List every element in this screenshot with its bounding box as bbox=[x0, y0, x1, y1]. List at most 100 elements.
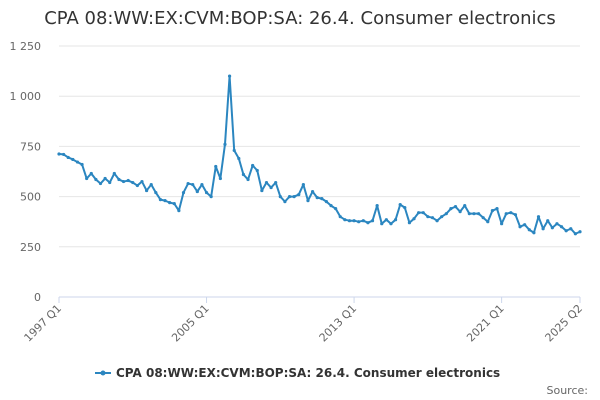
data-point[interactable] bbox=[513, 213, 518, 217]
data-point[interactable] bbox=[112, 171, 116, 176]
data-point[interactable] bbox=[472, 212, 476, 216]
data-point[interactable] bbox=[393, 218, 398, 222]
data-point[interactable] bbox=[117, 177, 121, 182]
data-point[interactable] bbox=[246, 177, 250, 182]
data-point[interactable] bbox=[504, 212, 508, 216]
data-point[interactable] bbox=[218, 176, 222, 181]
data-point[interactable] bbox=[559, 225, 564, 229]
data-point[interactable] bbox=[126, 178, 130, 183]
data-point[interactable] bbox=[204, 190, 209, 195]
data-point[interactable] bbox=[417, 211, 421, 215]
data-point[interactable] bbox=[94, 177, 98, 182]
data-point[interactable] bbox=[541, 227, 545, 231]
data-point[interactable] bbox=[527, 228, 531, 232]
data-point[interactable] bbox=[412, 217, 416, 221]
data-point[interactable] bbox=[564, 229, 568, 233]
data-point[interactable] bbox=[329, 204, 333, 208]
data-point[interactable] bbox=[370, 219, 375, 223]
data-point[interactable] bbox=[89, 171, 93, 176]
data-point[interactable] bbox=[578, 230, 582, 234]
data-point[interactable] bbox=[523, 223, 527, 227]
data-point[interactable] bbox=[509, 211, 513, 215]
data-point[interactable] bbox=[227, 74, 232, 78]
data-point[interactable] bbox=[75, 160, 80, 164]
data-point[interactable] bbox=[467, 212, 471, 216]
data-point[interactable] bbox=[186, 181, 190, 186]
data-point[interactable] bbox=[108, 180, 112, 185]
data-point[interactable] bbox=[421, 211, 425, 215]
data-point[interactable] bbox=[518, 225, 522, 229]
data-point[interactable] bbox=[297, 192, 301, 197]
data-point[interactable] bbox=[66, 155, 70, 160]
data-point[interactable] bbox=[135, 183, 139, 188]
data-point[interactable] bbox=[481, 216, 485, 220]
data-point[interactable] bbox=[449, 207, 453, 211]
data-point[interactable] bbox=[209, 195, 213, 199]
data-point[interactable] bbox=[338, 215, 342, 219]
data-point[interactable] bbox=[181, 190, 186, 195]
data-point[interactable] bbox=[435, 219, 439, 223]
data-point[interactable] bbox=[550, 226, 554, 230]
data-point[interactable] bbox=[357, 220, 361, 224]
data-point[interactable] bbox=[172, 202, 176, 206]
data-point[interactable] bbox=[403, 206, 407, 210]
data-point[interactable] bbox=[140, 179, 144, 184]
data-point[interactable] bbox=[532, 231, 536, 235]
data-point[interactable] bbox=[310, 189, 315, 194]
data-point[interactable] bbox=[334, 207, 338, 211]
data-point[interactable] bbox=[80, 162, 84, 167]
data-point[interactable] bbox=[121, 179, 126, 184]
data-point[interactable] bbox=[453, 205, 458, 209]
data-point[interactable] bbox=[500, 222, 504, 226]
data-point[interactable] bbox=[292, 195, 296, 199]
data-point[interactable] bbox=[315, 196, 319, 200]
data-point[interactable] bbox=[536, 215, 541, 219]
data-point[interactable] bbox=[154, 190, 158, 195]
legend-label[interactable]: CPA 08:WW:EX:CVM:BOP:SA: 26.4. Consumer … bbox=[116, 366, 500, 380]
data-point[interactable] bbox=[430, 216, 435, 220]
data-point[interactable] bbox=[145, 188, 149, 193]
data-point[interactable] bbox=[366, 221, 370, 225]
data-point[interactable] bbox=[57, 152, 61, 156]
data-point[interactable] bbox=[158, 198, 163, 202]
data-point[interactable] bbox=[131, 180, 135, 185]
data-point[interactable] bbox=[426, 215, 430, 219]
data-point[interactable] bbox=[274, 180, 278, 185]
data-point[interactable] bbox=[237, 156, 241, 161]
data-point[interactable] bbox=[347, 219, 352, 223]
data-point[interactable] bbox=[361, 219, 365, 223]
data-point[interactable] bbox=[278, 195, 282, 199]
data-point[interactable] bbox=[241, 172, 246, 177]
data-point[interactable] bbox=[177, 209, 181, 213]
data-point[interactable] bbox=[458, 210, 462, 214]
data-point[interactable] bbox=[440, 215, 444, 219]
data-point[interactable] bbox=[163, 199, 167, 203]
data-point[interactable] bbox=[251, 163, 255, 168]
data-point[interactable] bbox=[200, 182, 204, 187]
data-point[interactable] bbox=[407, 221, 412, 225]
data-point[interactable] bbox=[398, 203, 402, 207]
data-point[interactable] bbox=[301, 182, 305, 187]
data-point[interactable] bbox=[71, 157, 75, 162]
data-point[interactable] bbox=[269, 185, 273, 190]
data-point[interactable] bbox=[149, 182, 153, 187]
data-point[interactable] bbox=[306, 199, 310, 203]
data-point[interactable] bbox=[62, 152, 66, 157]
data-point[interactable] bbox=[384, 218, 388, 222]
data-point[interactable] bbox=[389, 222, 393, 226]
data-point[interactable] bbox=[463, 204, 467, 208]
data-point[interactable] bbox=[569, 227, 573, 231]
data-point[interactable] bbox=[195, 189, 199, 194]
data-point[interactable] bbox=[191, 182, 195, 187]
data-point[interactable] bbox=[495, 207, 499, 211]
data-point[interactable] bbox=[486, 220, 490, 224]
data-point[interactable] bbox=[264, 180, 269, 185]
data-point[interactable] bbox=[352, 219, 356, 223]
data-point[interactable] bbox=[232, 148, 236, 153]
data-point[interactable] bbox=[260, 188, 264, 193]
data-point[interactable] bbox=[168, 201, 172, 205]
data-point[interactable] bbox=[343, 218, 347, 222]
legend[interactable]: CPA 08:WW:EX:CVM:BOP:SA: 26.4. Consumer … bbox=[95, 366, 500, 380]
data-point[interactable] bbox=[490, 209, 494, 213]
data-point[interactable] bbox=[98, 181, 103, 186]
